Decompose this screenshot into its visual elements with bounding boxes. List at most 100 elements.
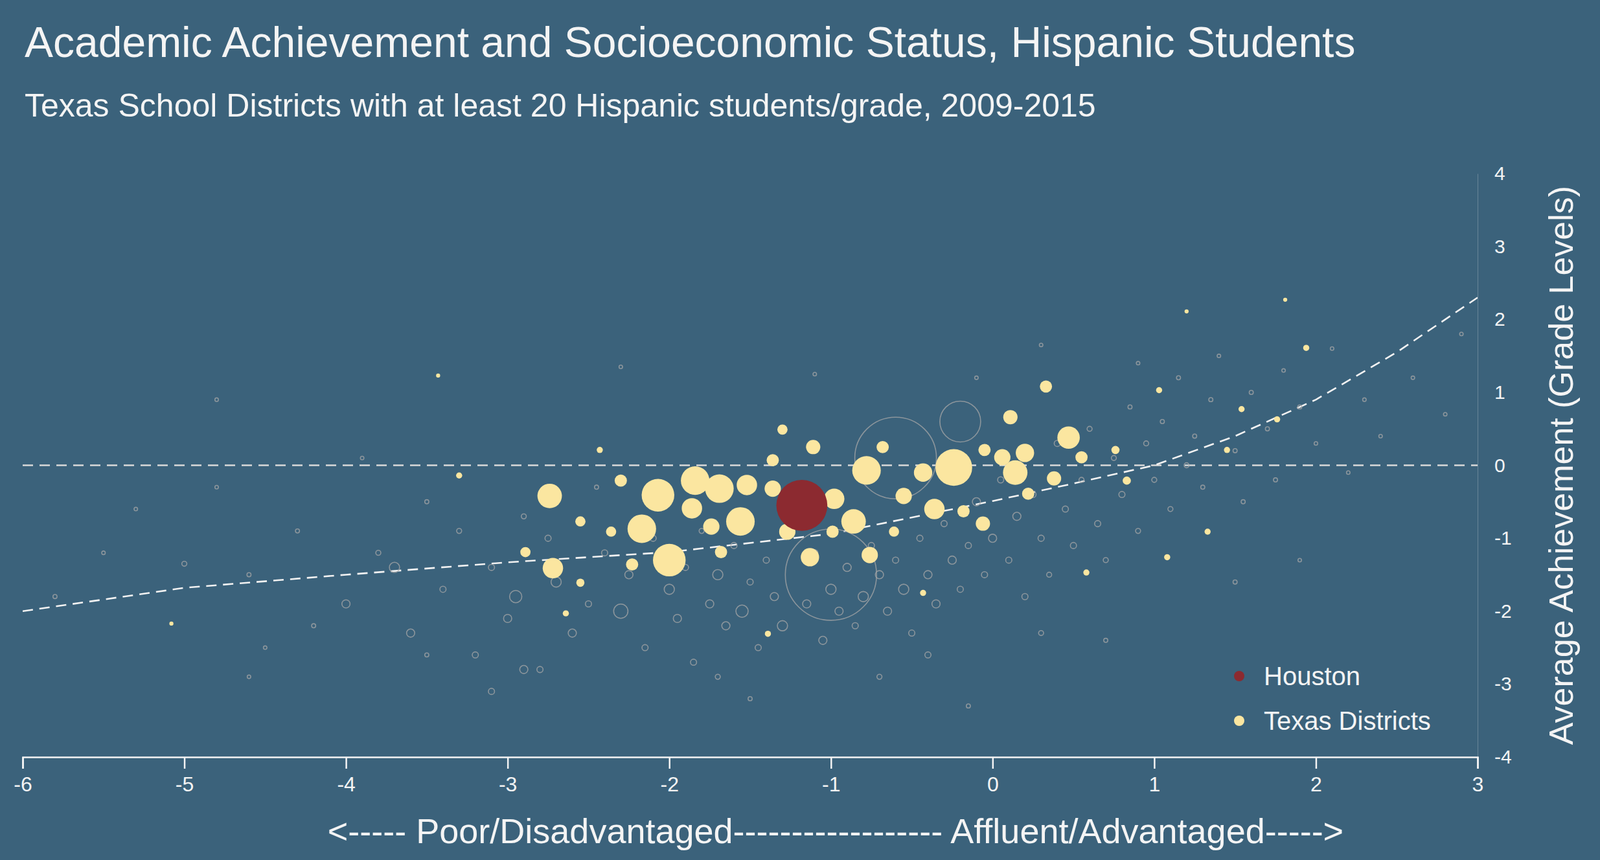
- district-circle: [311, 623, 316, 628]
- tick-label: -6: [13, 772, 32, 797]
- tick: -2: [660, 757, 679, 797]
- point: [1122, 476, 1132, 486]
- y-axis-title: Average Achievement (Grade Levels): [1542, 185, 1580, 745]
- district-circle: [777, 620, 788, 631]
- point: [1003, 410, 1018, 425]
- point: [1164, 554, 1170, 561]
- district-circle: [981, 571, 988, 578]
- district-circle: [1012, 512, 1021, 521]
- district-circle: [877, 674, 883, 680]
- point: [705, 474, 734, 503]
- tick: 0: [1477, 454, 1506, 477]
- tick: 1: [1477, 381, 1506, 403]
- series: [53, 332, 1464, 709]
- district-circle: [424, 652, 429, 657]
- tick-label: -1: [1494, 527, 1512, 549]
- district-circle: [1273, 478, 1278, 482]
- point: [1015, 443, 1034, 462]
- district-circle: [1379, 434, 1383, 438]
- district-circle: [673, 614, 682, 624]
- point: [726, 507, 755, 536]
- district-circle: [488, 688, 495, 695]
- point: [715, 546, 728, 559]
- tick-label: -4: [1494, 746, 1512, 768]
- district-circle: [641, 644, 648, 651]
- district-circle: [215, 397, 219, 401]
- district-circle: [770, 592, 779, 602]
- legend-label: Texas Districts: [1263, 706, 1431, 736]
- chart: Academic Achievement and Socioeconomic S…: [0, 0, 1600, 860]
- district-circle: [439, 586, 446, 593]
- point: [876, 441, 889, 454]
- district-circle: [456, 528, 462, 534]
- point: [641, 478, 675, 512]
- district-circle: [1314, 441, 1318, 446]
- district-circle: [957, 586, 964, 593]
- tick-mark: [668, 757, 671, 769]
- point: [895, 487, 912, 504]
- point: [914, 463, 933, 482]
- district-circle: [908, 630, 915, 637]
- tick-label: 0: [1494, 454, 1506, 477]
- tick-label: 0: [987, 772, 999, 797]
- district-circle: [1062, 505, 1069, 512]
- tick-mark: [992, 757, 995, 769]
- point: [627, 514, 657, 543]
- district-circle: [705, 599, 714, 609]
- point: [625, 558, 639, 571]
- point: [456, 472, 462, 479]
- line: [22, 297, 1478, 611]
- point: [1057, 426, 1080, 449]
- district-circle: [360, 456, 364, 460]
- point: [765, 630, 771, 637]
- point: [596, 446, 603, 453]
- district-circle: [818, 636, 828, 646]
- x-axis-line: [23, 757, 1479, 770]
- tick: -1: [1477, 527, 1512, 549]
- tick-mark: [1153, 757, 1156, 769]
- point: [935, 449, 973, 487]
- district-circle: [295, 529, 300, 534]
- point: [1283, 297, 1288, 302]
- district-circle: [503, 614, 512, 624]
- district-circle: [997, 476, 1004, 483]
- district-circle: [875, 570, 884, 580]
- point: [1039, 380, 1052, 393]
- district-circle: [246, 572, 251, 577]
- tick-label: 2: [1310, 772, 1323, 797]
- point: [1022, 487, 1035, 501]
- district-circle: [619, 365, 623, 369]
- district-circle: [1265, 426, 1269, 431]
- district-circle: [537, 666, 543, 673]
- point: [1111, 446, 1120, 455]
- district-circle: [424, 500, 429, 504]
- district-circle: [182, 561, 188, 567]
- tick-label: 1: [1494, 381, 1506, 403]
- point: [576, 579, 585, 588]
- district-circle: [1086, 426, 1093, 432]
- district-circle: [1079, 477, 1085, 483]
- district-circle: [763, 557, 769, 563]
- district-circle: [1038, 630, 1044, 637]
- district-circle: [721, 621, 731, 631]
- point: [736, 474, 758, 496]
- district-circle: [389, 562, 400, 573]
- x-axis: -6-5-4-3-2-10123: [13, 757, 1484, 797]
- point: [652, 544, 686, 577]
- district-circle: [263, 645, 267, 650]
- district-circle: [825, 584, 837, 595]
- point: [924, 498, 946, 520]
- district-circle: [1151, 477, 1157, 483]
- district-circle: [406, 628, 416, 638]
- district-circle: [585, 601, 592, 607]
- tick-label: 3: [1472, 772, 1485, 797]
- point: [975, 516, 990, 532]
- point: [957, 505, 970, 518]
- district-circle: [812, 372, 817, 376]
- district-circle: [916, 535, 923, 541]
- district-circle: [1135, 528, 1141, 534]
- district-circle: [1346, 470, 1350, 475]
- district-circle: [1094, 520, 1101, 527]
- district-circle: [698, 528, 705, 534]
- district-circle: [1208, 397, 1213, 402]
